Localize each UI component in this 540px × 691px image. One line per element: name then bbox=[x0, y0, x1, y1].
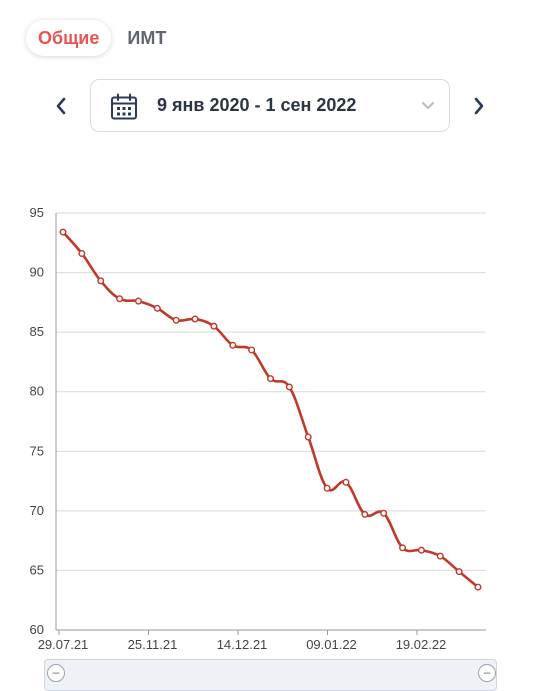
data-point bbox=[116, 295, 124, 303]
chevron-left-icon bbox=[56, 97, 66, 115]
data-point bbox=[417, 546, 425, 554]
x-tick-label: 09.01.22 bbox=[306, 637, 357, 652]
data-point bbox=[304, 433, 312, 441]
tab-bar: Общие ИМТ bbox=[26, 20, 166, 56]
date-range-label: 9 янв 2020 - 1 сен 2022 bbox=[157, 95, 357, 115]
series-line bbox=[61, 230, 480, 589]
date-range-picker[interactable]: 9 янв 2020 - 1 сен 2022 bbox=[90, 79, 450, 132]
data-point bbox=[134, 297, 142, 305]
data-point bbox=[59, 228, 67, 236]
y-tick-label: 85 bbox=[30, 324, 44, 339]
next-range-button[interactable] bbox=[467, 92, 491, 120]
tab-general[interactable]: Общие bbox=[26, 20, 112, 56]
data-point bbox=[380, 509, 388, 517]
range-slider-track[interactable] bbox=[44, 659, 497, 691]
chevron-down-icon bbox=[422, 102, 434, 109]
data-point bbox=[436, 552, 444, 560]
data-point bbox=[229, 341, 237, 349]
calendar-icon bbox=[111, 93, 137, 120]
y-tick-label: 95 bbox=[30, 205, 44, 220]
x-tick-label: 19.02.22 bbox=[396, 637, 447, 652]
data-point bbox=[342, 478, 350, 486]
data-point bbox=[285, 383, 293, 391]
x-tick-label: 14.12.21 bbox=[217, 637, 268, 652]
y-tick-label: 60 bbox=[30, 622, 44, 637]
data-point bbox=[153, 304, 161, 312]
data-point bbox=[210, 322, 218, 330]
range-slider-handle-left[interactable]: – bbox=[47, 664, 65, 682]
tab-bmi[interactable]: ИМТ bbox=[127, 27, 167, 48]
chevron-right-icon bbox=[474, 97, 484, 115]
x-tick-label: 25.11.21 bbox=[128, 637, 178, 652]
data-point bbox=[78, 250, 86, 258]
data-point bbox=[455, 568, 463, 576]
y-tick-label: 65 bbox=[30, 562, 44, 577]
previous-range-button[interactable] bbox=[49, 92, 73, 120]
range-slider-handle-right[interactable]: – bbox=[478, 664, 496, 682]
x-tick-label: 29.07.21 bbox=[38, 637, 89, 652]
data-point bbox=[248, 346, 256, 354]
data-point bbox=[97, 277, 105, 285]
y-tick-label: 80 bbox=[30, 384, 44, 399]
y-tick-label: 70 bbox=[30, 503, 44, 518]
y-tick-label: 75 bbox=[30, 443, 44, 458]
data-point bbox=[361, 510, 369, 518]
data-point bbox=[399, 544, 407, 552]
data-point bbox=[474, 583, 482, 591]
data-point bbox=[323, 484, 331, 492]
data-point bbox=[191, 315, 199, 323]
data-point bbox=[172, 316, 180, 324]
y-tick-label: 90 bbox=[30, 265, 44, 280]
data-point bbox=[267, 375, 275, 383]
weight-line-chart: 60 65 70 75 80 85 90 95 29.07.21 25.11.21 14.12.21… bbox=[30, 205, 486, 652]
